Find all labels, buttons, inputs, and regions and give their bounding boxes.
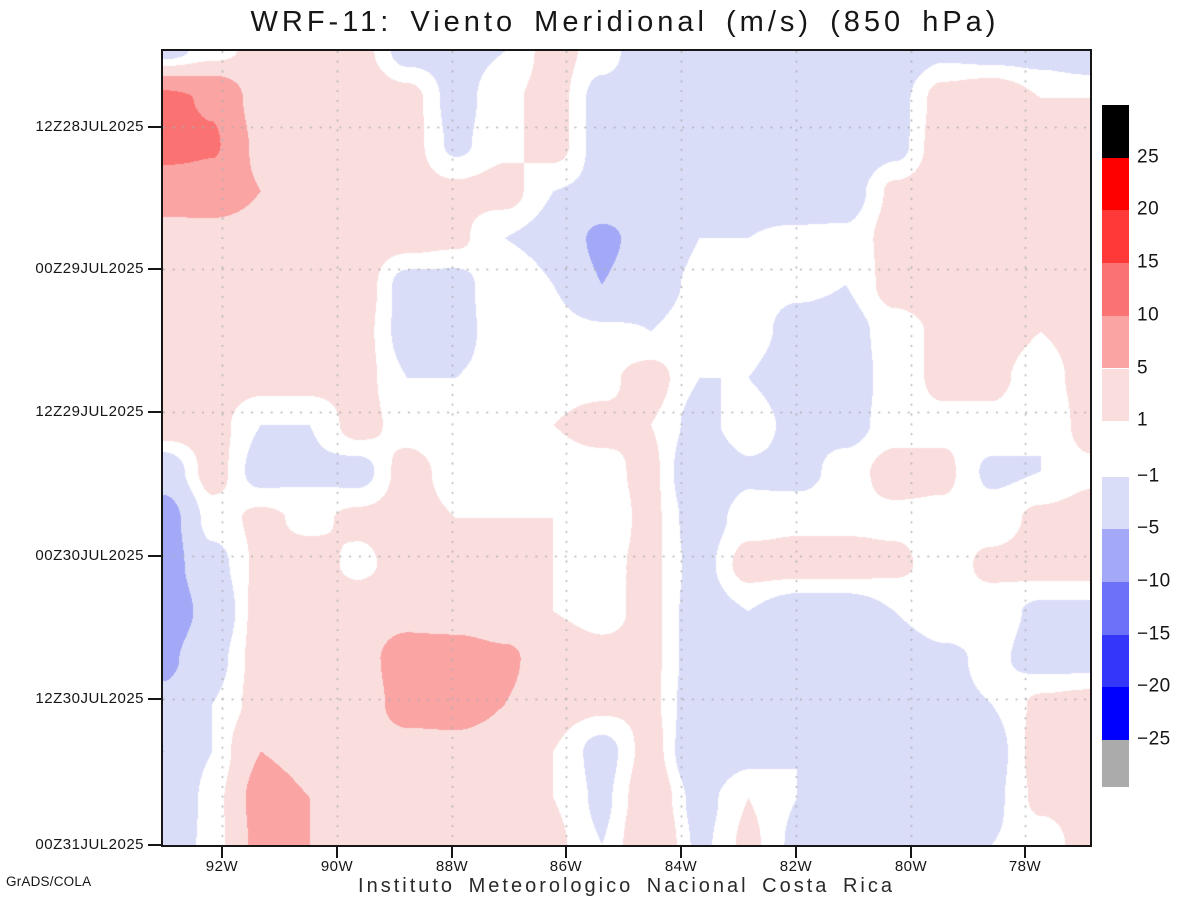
- colorbar-negative-label: −1: [1137, 465, 1160, 487]
- x-axis-tick: [335, 847, 338, 858]
- colorbar-negative-segment: [1102, 581, 1129, 635]
- y-axis-tick: [148, 554, 161, 557]
- colorbar-negative-segment: [1102, 687, 1129, 740]
- x-axis-tick: [451, 847, 454, 858]
- x-axis-tick-label: 90W: [320, 858, 354, 875]
- colorbar-positive-segment: [1102, 157, 1129, 211]
- x-axis-tick-label: 80W: [894, 858, 928, 875]
- colorbar-positive-label: 10: [1137, 304, 1160, 326]
- colorbar-negative-segment: [1102, 740, 1129, 787]
- x-axis-tick: [1024, 847, 1027, 858]
- colorbar-negative-label: −15: [1137, 623, 1171, 645]
- y-axis-tick-label: 00Z29JUL2025: [35, 259, 144, 277]
- colorbar-negative-label: −10: [1137, 570, 1171, 592]
- y-axis-tick-label: 12Z28JUL2025: [35, 117, 144, 135]
- chart-title: WRF-11: Viento Meridional (m/s) (850 hPa…: [250, 6, 1000, 38]
- y-axis-tick: [148, 844, 161, 846]
- colorbar-positive-segment: [1102, 368, 1129, 422]
- colorbar-positive-label: 1: [1137, 409, 1149, 431]
- x-axis-tick: [564, 847, 567, 858]
- institute-caption: Instituto Meteorologico Nacional Costa R…: [358, 875, 895, 897]
- x-axis-tick-label: 88W: [435, 858, 469, 875]
- x-axis-tick-label: 78W: [1008, 858, 1042, 875]
- x-axis-tick: [909, 847, 912, 858]
- y-axis-tick: [148, 411, 161, 414]
- x-axis-tick: [680, 847, 682, 858]
- plot-frame: [161, 49, 1092, 847]
- colorbar-negative-label: −5: [1137, 517, 1160, 539]
- y-axis-tick-label: 12Z29JUL2025: [35, 403, 144, 421]
- y-axis-tick: [148, 697, 161, 700]
- colorbar-positive-segment: [1102, 315, 1129, 369]
- x-axis-tick-label: 86W: [549, 858, 583, 875]
- colorbar-negative-segment: [1102, 634, 1129, 688]
- colorbar-negative-segment: [1102, 529, 1129, 582]
- y-axis-tick: [148, 267, 161, 270]
- colorbar-positive-label: 25: [1137, 146, 1160, 168]
- y-axis-tick-label: 00Z31JUL2025: [35, 836, 144, 853]
- x-axis-tick-label: 82W: [779, 858, 813, 875]
- x-axis-tick-label: 84W: [664, 858, 698, 875]
- colorbar-negative-label: −20: [1137, 675, 1171, 697]
- x-axis-tick: [220, 847, 223, 858]
- y-axis-tick-label: 12Z30JUL2025: [35, 689, 144, 707]
- colorbar-positive-label: 15: [1137, 251, 1160, 273]
- colorbar-negative-label: −25: [1137, 728, 1171, 750]
- y-axis-tick-label: 00Z30JUL2025: [35, 546, 144, 564]
- colorbar-positive-segment: [1102, 210, 1129, 264]
- x-axis-tick-label: 92W: [205, 858, 239, 875]
- colorbar-positive-segment: [1102, 105, 1129, 158]
- colorbar-positive-segment: [1102, 263, 1129, 316]
- contour-canvas: [163, 51, 1090, 845]
- colorbar-negative-segment: [1102, 476, 1129, 530]
- x-axis-tick: [794, 847, 797, 858]
- colorbar-positive-label: 5: [1137, 357, 1149, 379]
- grads-credit: GrADS/COLA: [6, 874, 92, 889]
- y-axis-tick: [148, 125, 161, 128]
- colorbar-positive-label: 20: [1137, 198, 1160, 220]
